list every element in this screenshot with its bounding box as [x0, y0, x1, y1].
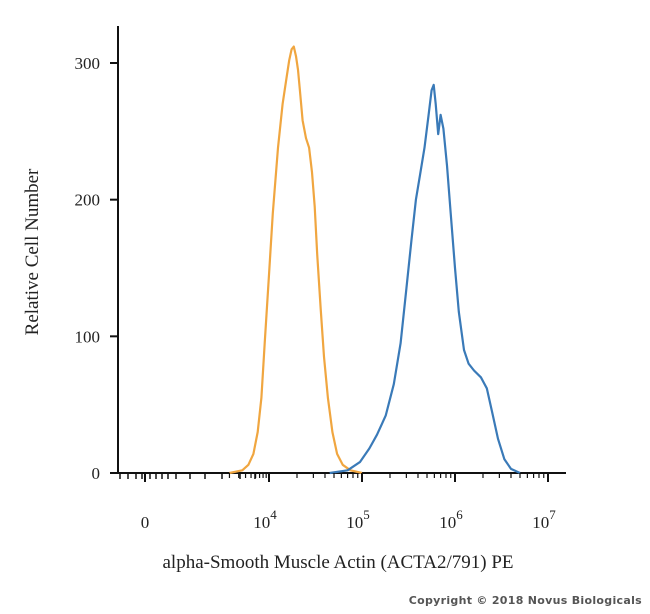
- x-tick-label: 0: [141, 513, 150, 532]
- x-tick-label: 104: [253, 507, 277, 532]
- series-layer: [229, 45, 521, 475]
- ticks-layer: 0 100 200 300 0 104 105 106 107: [75, 54, 557, 532]
- x-tick-label: 106: [439, 507, 463, 532]
- y-tick-label: 100: [75, 327, 101, 346]
- x-axis-label: alpha-Smooth Muscle Actin (ACTA2/791) PE: [163, 552, 514, 573]
- y-tick-label: 200: [75, 191, 101, 210]
- x-tick-label: 105: [346, 507, 370, 532]
- y-tick-label: 0: [92, 464, 101, 483]
- x-tick-label: 107: [532, 507, 556, 532]
- histogram-series-2: [329, 83, 521, 475]
- y-tick-label: 300: [75, 54, 101, 73]
- axes: [117, 26, 566, 474]
- copyright-notice: Copyright © 2018 Novus Biologicals: [408, 594, 642, 607]
- histogram-series-1: [229, 45, 363, 475]
- y-axis-label: Relative Cell Number: [22, 168, 43, 335]
